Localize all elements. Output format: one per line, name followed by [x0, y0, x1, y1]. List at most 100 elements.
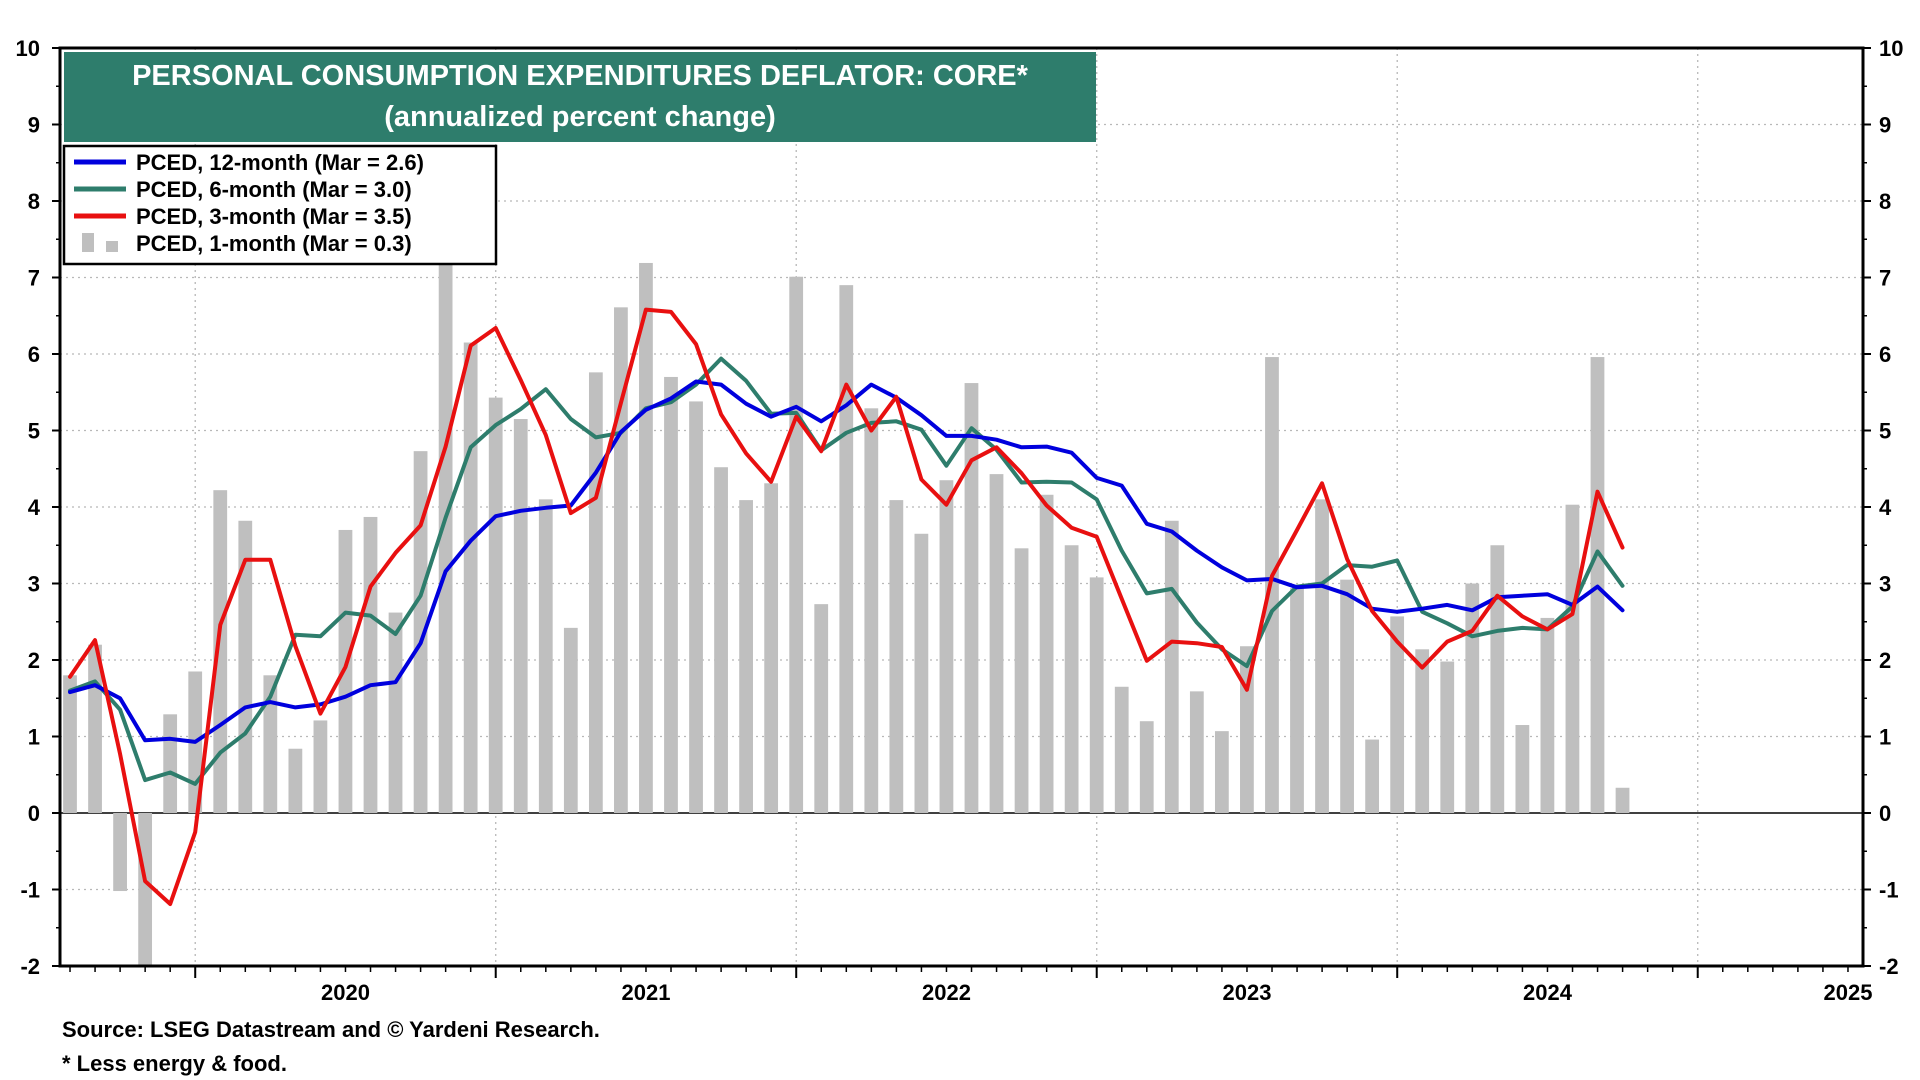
bar-1m: [538, 499, 553, 813]
bar-1m: [1415, 649, 1430, 813]
chart-subtitle: (annualized percent change): [384, 101, 776, 133]
y-tick-label-right: 10: [1879, 36, 1903, 61]
bar-1m: [1515, 725, 1530, 813]
legend-swatch-1m-b: [106, 241, 118, 252]
bar-1m: [1365, 739, 1380, 813]
bar-1m: [463, 342, 478, 813]
x-tick-label: 2020: [321, 980, 370, 1005]
bar-1m: [739, 500, 753, 813]
bar-1m: [1315, 499, 1329, 813]
bar-1m: [138, 813, 153, 967]
bar-1m: [388, 612, 403, 813]
bar-1m: [288, 748, 303, 813]
bar-1m: [1615, 787, 1630, 813]
bar-1m: [513, 419, 528, 813]
bar-1m: [413, 451, 428, 813]
bar-1m: [363, 516, 378, 813]
y-tick-label-right: 0: [1879, 801, 1891, 826]
x-tick-label: 2022: [922, 980, 971, 1005]
bar-1m: [163, 714, 178, 813]
bar-1m: [1164, 520, 1179, 813]
footnote: * Less energy & food.: [62, 1051, 287, 1076]
bar-1m: [238, 520, 253, 813]
bar-1m: [1340, 579, 1354, 813]
bar-1m: [1139, 721, 1154, 813]
y-tick-label-right: -1: [1879, 878, 1899, 903]
bar-1m: [1114, 686, 1129, 813]
legend-label-6m: PCED, 6-month (Mar = 3.0): [136, 177, 412, 202]
bar-1m: [338, 529, 353, 813]
bar-1m: [864, 408, 879, 813]
bar-1m: [1214, 731, 1229, 813]
y-tick-label-left: -2: [20, 954, 40, 979]
y-tick-label-right: 8: [1879, 189, 1891, 214]
bar-1m: [789, 276, 804, 813]
y-tick-label-left: 10: [16, 36, 40, 61]
y-tick-label-left: 8: [28, 189, 40, 214]
y-tick-label-left: -1: [20, 878, 40, 903]
y-tick-label-left: 0: [28, 801, 40, 826]
chart-title: PERSONAL CONSUMPTION EXPENDITURES DEFLAT…: [132, 60, 1029, 92]
bar-1m: [939, 480, 954, 813]
title-box: PERSONAL CONSUMPTION EXPENDITURES DEFLAT…: [64, 52, 1096, 142]
series-lines: [68, 307, 1625, 906]
bar-1m: [488, 397, 503, 813]
y-axis-right: -2 -1 0 1 2 3 4 5 6 7 8 9 10: [1879, 36, 1903, 979]
legend-label-3m: PCED, 3-month (Mar = 3.5): [136, 204, 412, 229]
bar-1m: [1390, 616, 1405, 813]
bar-1m: [989, 474, 1004, 813]
title-background: [64, 52, 1096, 142]
bar-1m: [113, 813, 127, 892]
source-note: Source: LSEG Datastream and © Yardeni Re…: [62, 1017, 600, 1042]
y-tick-label-left: 5: [28, 419, 40, 444]
bar-1m: [1540, 617, 1555, 813]
y-tick-label-left: 3: [28, 572, 40, 597]
y-tick-label-right: 9: [1879, 113, 1891, 138]
x-tick-label: 2023: [1222, 980, 1271, 1005]
y-tick-label-right: 1: [1879, 725, 1891, 750]
bar-1m: [664, 376, 678, 813]
bar-1m: [63, 675, 77, 813]
bar-1m: [1465, 583, 1480, 813]
y-tick-label-left: 9: [28, 113, 40, 138]
bar-1m: [1240, 646, 1254, 813]
bar-1m: [263, 675, 278, 813]
y-tick-label-right: 4: [1879, 495, 1892, 520]
x-tick-label: 2024: [1523, 980, 1573, 1005]
legend-frame: [62, 144, 498, 266]
bar-1m: [1039, 494, 1054, 813]
y-tick-label-left: 7: [28, 266, 40, 291]
y-tick-label-left: 6: [28, 342, 40, 367]
y-tick-label-right: 6: [1879, 342, 1891, 367]
bar-1m: [964, 383, 979, 813]
bar-1m: [639, 262, 653, 814]
line-pced-3m: [68, 307, 1625, 906]
bar-1m: [839, 285, 854, 813]
bar-1m: [689, 401, 703, 813]
bar-1m: [1189, 691, 1204, 813]
bar-1m: [213, 490, 228, 813]
legend-label-1m: PCED, 1-month (Mar = 0.3): [136, 231, 412, 256]
axis-ticks: [52, 47, 1871, 978]
bar-1m: [914, 533, 929, 813]
y-tick-label-right: 7: [1879, 266, 1891, 291]
y-tick-label-left: 4: [28, 495, 41, 520]
legend-label-12m: PCED, 12-month (Mar = 2.6): [136, 150, 424, 175]
bar-1m: [438, 254, 453, 814]
bar-1m: [1565, 504, 1580, 813]
bar-1m: [1440, 661, 1455, 813]
bar-1m: [814, 604, 829, 813]
y-axis-left: -2 -1 0 1 2 3 4 5 6 7 8 9 10: [16, 36, 41, 979]
y-tick-label-left: 1: [28, 725, 40, 750]
y-tick-label-left: 2: [28, 648, 40, 673]
bar-1m: [889, 500, 904, 813]
bar-1m: [1290, 588, 1304, 813]
bar-1m: [1490, 545, 1505, 813]
legend-swatch-1m-a: [82, 233, 94, 252]
bar-1m: [563, 627, 578, 813]
bar-1m: [1064, 545, 1079, 813]
y-tick-label-right: 5: [1879, 419, 1891, 444]
x-axis: 2020 2021 2022 2023 2024 2025: [321, 980, 1872, 1005]
bar-1m: [313, 720, 328, 813]
